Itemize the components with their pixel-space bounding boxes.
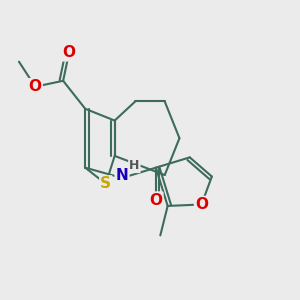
Text: O: O [62,45,76,60]
Text: S: S [100,176,111,191]
Text: N: N [116,168,128,183]
Text: O: O [149,193,162,208]
Text: H: H [129,159,140,172]
Text: O: O [29,79,42,94]
Text: O: O [195,197,208,212]
